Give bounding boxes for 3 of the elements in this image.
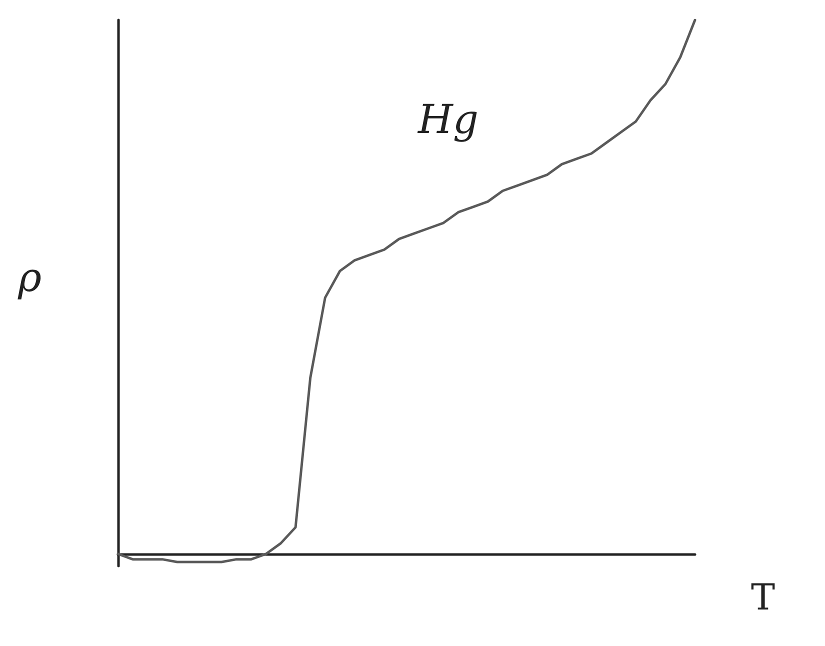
x-axis-title: T [750,578,776,618]
y-axis-title: ρ [17,255,42,301]
annotation: Hg [417,97,478,143]
